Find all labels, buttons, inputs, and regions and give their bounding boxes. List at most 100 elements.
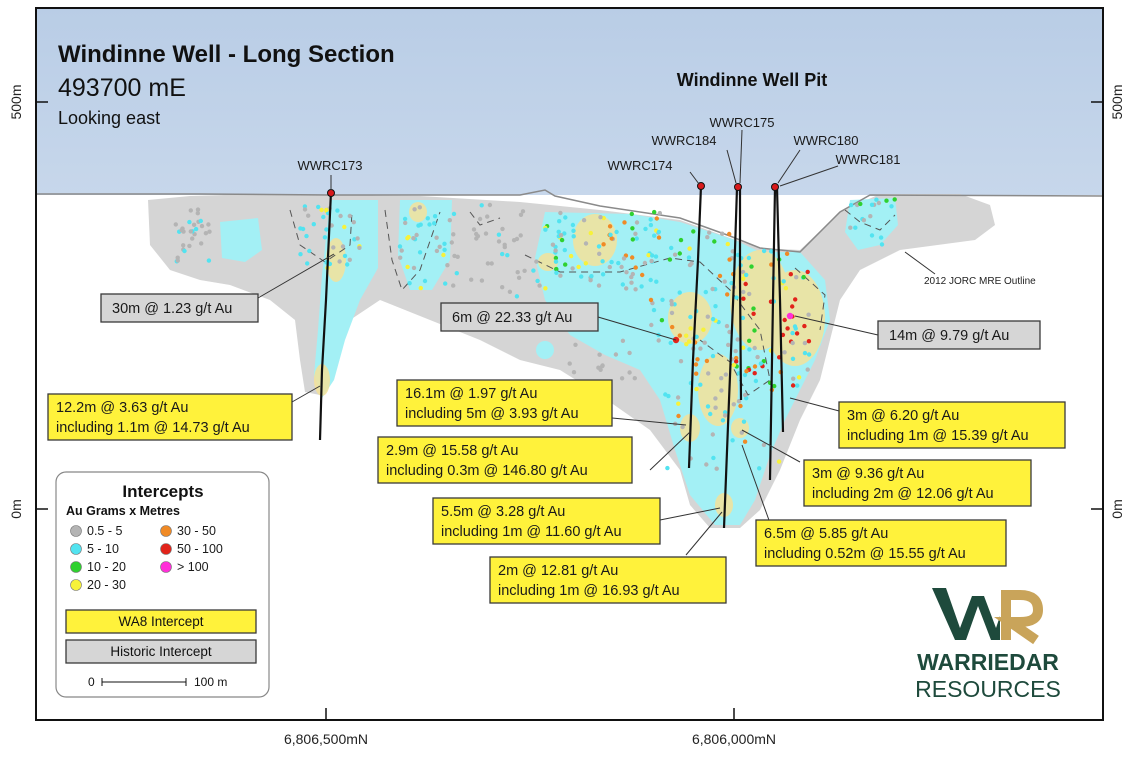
intercept-dot bbox=[802, 323, 807, 329]
callout-c6: 2.9m @ 15.58 g/t Au including 0.3m @ 146… bbox=[377, 436, 633, 484]
intercept-dot bbox=[706, 371, 711, 376]
intercept-dot bbox=[340, 244, 346, 249]
intercept-dot bbox=[710, 286, 715, 292]
logo-name-line1: WARRIEDAR bbox=[917, 649, 1059, 675]
intercept-dot bbox=[794, 331, 800, 336]
callout-c9-line2: including 1m @ 15.39 g/t Au bbox=[847, 428, 1029, 444]
intercept-dot bbox=[198, 218, 203, 224]
elevation-500m-right: 500m bbox=[1109, 84, 1125, 119]
intercept-dot bbox=[543, 227, 548, 232]
intercept-dot bbox=[761, 248, 767, 254]
intercept-dot bbox=[869, 202, 875, 207]
intercept-dot bbox=[559, 237, 565, 243]
intercept-dot bbox=[796, 375, 802, 380]
intercept-dot bbox=[190, 236, 195, 241]
intercept-dot bbox=[861, 218, 867, 223]
intercept-dot bbox=[653, 254, 659, 259]
intercept-dot bbox=[319, 207, 324, 213]
scale-bar bbox=[101, 678, 187, 686]
intercept-dot bbox=[425, 216, 430, 221]
outline-label: 2012 JORC MRE Outline bbox=[924, 276, 1036, 287]
intercept-dot bbox=[199, 223, 205, 229]
intercept-dot bbox=[514, 294, 520, 299]
legend-label-6: > 100 bbox=[177, 560, 209, 574]
intercept-dot bbox=[632, 376, 637, 381]
intercept-dot bbox=[432, 214, 438, 219]
intercept-dot bbox=[485, 261, 491, 266]
intercept-dot bbox=[694, 371, 699, 376]
intercept-dot bbox=[518, 233, 523, 238]
drillhole-wwrc173 bbox=[318, 191, 333, 441]
intercept-dot bbox=[321, 214, 326, 220]
intercept-dot bbox=[693, 362, 699, 367]
intercept-dot bbox=[722, 279, 727, 284]
intercept-dot bbox=[562, 247, 567, 253]
intercept-dot bbox=[730, 438, 735, 443]
intercept-dot bbox=[707, 230, 712, 235]
intercept-dot bbox=[642, 260, 648, 266]
legend-swatch-5 bbox=[160, 543, 172, 555]
intercept-dot bbox=[792, 324, 798, 329]
callout-c1-line1: 30m @ 1.23 g/t Au bbox=[112, 301, 232, 317]
intercept-dot bbox=[412, 207, 417, 212]
intercept-dot bbox=[414, 232, 419, 238]
intercept-dot bbox=[624, 286, 629, 291]
pit-label: Windinne Well Pit bbox=[677, 70, 828, 90]
intercept-dot bbox=[869, 233, 875, 238]
intercept-dot bbox=[744, 272, 749, 278]
intercept-dot bbox=[772, 383, 777, 389]
intercept-dot bbox=[405, 264, 410, 270]
intercept-dot bbox=[879, 242, 885, 247]
callout-c4: 12.2m @ 3.63 g/t Au including 1.1m @ 14.… bbox=[47, 393, 293, 441]
intercept-dot bbox=[608, 232, 613, 237]
intercept-dot bbox=[805, 269, 810, 275]
intercept-dot bbox=[722, 410, 728, 415]
intercept-dot bbox=[342, 253, 348, 259]
hole-label-wwrc173: WWRC173 bbox=[297, 158, 362, 173]
intercept-dot bbox=[669, 298, 674, 304]
intercept-dot bbox=[669, 302, 674, 307]
intercept-dot bbox=[694, 334, 699, 339]
intercept-dot bbox=[761, 359, 766, 364]
intercept-dot bbox=[505, 253, 510, 258]
intercept-dot bbox=[656, 235, 662, 240]
intercept-dot bbox=[351, 220, 356, 225]
intercept-dot bbox=[686, 255, 692, 260]
intercept-dot bbox=[630, 237, 635, 242]
intercept-dot bbox=[324, 227, 329, 232]
legend-swatch-4 bbox=[160, 525, 172, 537]
intercept-dot bbox=[755, 354, 760, 360]
intercept-dot bbox=[558, 233, 564, 238]
intercept-dot bbox=[741, 296, 746, 301]
intercept-dot bbox=[806, 312, 811, 317]
intercept-dot bbox=[534, 259, 539, 264]
intercept-dot bbox=[553, 255, 559, 261]
intercept-dot bbox=[752, 364, 758, 369]
intercept-dot bbox=[654, 216, 659, 221]
intercept-dot bbox=[793, 297, 798, 302]
intercept-dot bbox=[496, 239, 502, 244]
intercept-dot bbox=[720, 231, 725, 236]
intercept-dot bbox=[558, 273, 563, 278]
callout-c5: 16.1m @ 1.97 g/t Au including 5m @ 3.93 … bbox=[396, 379, 613, 427]
callout-c2-line1: 6m @ 22.33 g/t Au bbox=[452, 310, 572, 326]
intercept-dot bbox=[712, 239, 717, 244]
intercept-dot bbox=[445, 263, 450, 268]
intercept-dot bbox=[188, 229, 193, 234]
intercept-dot bbox=[652, 233, 657, 238]
intercept-dot bbox=[790, 340, 795, 346]
intercept-dot bbox=[639, 284, 644, 289]
intercept-dot bbox=[705, 404, 711, 409]
intercept-dot bbox=[711, 455, 716, 461]
intercept-dot bbox=[609, 236, 614, 241]
intercept-dot bbox=[734, 355, 739, 361]
callout-c7-line1: 5.5m @ 3.28 g/t Au bbox=[441, 504, 565, 520]
drillhole-wwrc181 bbox=[775, 187, 785, 433]
intercept-dot bbox=[600, 272, 606, 277]
intercept-dot bbox=[568, 253, 574, 259]
intercept-dot bbox=[398, 255, 403, 260]
callout-c10-line2: including 2m @ 12.06 g/t Au bbox=[812, 486, 994, 502]
callout-c3-line1: 14m @ 9.79 g/t Au bbox=[889, 328, 1009, 344]
intercept-dot bbox=[782, 350, 787, 355]
intercept-dot bbox=[782, 317, 787, 323]
